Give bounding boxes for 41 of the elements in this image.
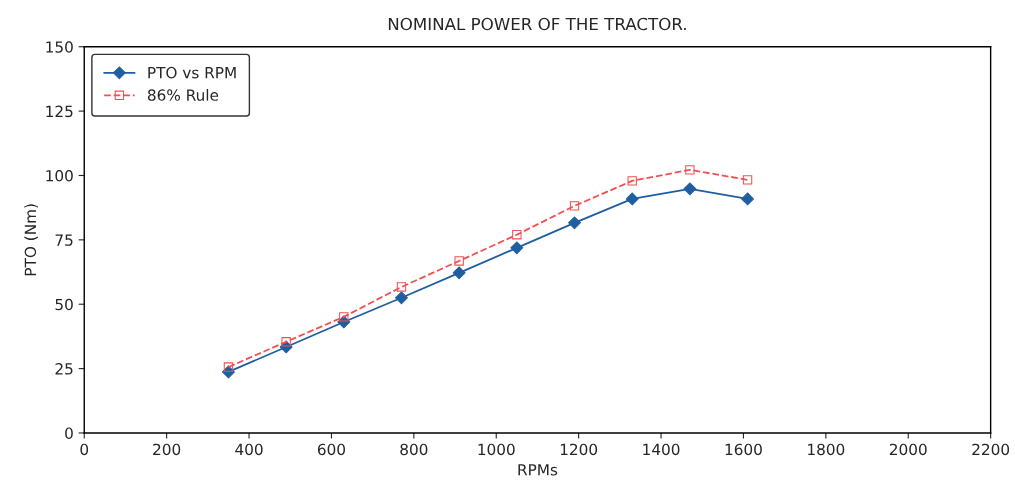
point xyxy=(396,282,407,292)
point xyxy=(512,230,522,240)
x-tick-label: 400 xyxy=(235,443,263,456)
x-tick-label: 2000 xyxy=(889,443,927,456)
point xyxy=(281,337,291,347)
point xyxy=(741,192,754,206)
chart-title: NOMINAL POWER OF THE TRACTOR. xyxy=(388,17,686,31)
legend-label: PTO vs RPM xyxy=(148,66,236,79)
y-tick-label: 125 xyxy=(46,105,73,118)
x-tick-label: 2200 xyxy=(972,443,1010,456)
y-tick-label: 150 xyxy=(46,41,73,53)
x-tick-label: 0 xyxy=(80,443,89,456)
point xyxy=(569,201,580,211)
point xyxy=(454,256,464,266)
point xyxy=(683,182,697,196)
point xyxy=(395,291,408,305)
point xyxy=(452,266,466,280)
point xyxy=(625,192,639,206)
x-tick-label: 200 xyxy=(153,443,181,456)
legend-label: 86% Rule xyxy=(147,89,219,101)
point xyxy=(685,165,695,175)
y-tick-label: 100 xyxy=(46,169,73,182)
y-tick-label: 25 xyxy=(55,363,73,375)
y-tick-label: 50 xyxy=(55,298,73,311)
point xyxy=(223,362,234,372)
y-tick-label: 0 xyxy=(65,427,73,439)
y-axis-title: PTO (Nm) xyxy=(24,204,38,276)
point xyxy=(510,241,524,255)
x-axis-title: RPMs xyxy=(518,464,558,476)
x-tick-label: 600 xyxy=(317,443,346,456)
x-tick-label: 1200 xyxy=(560,443,598,456)
point xyxy=(339,312,349,322)
x-tick-label: 1000 xyxy=(478,443,515,456)
point xyxy=(568,216,581,230)
x-tick-label: 1400 xyxy=(643,443,680,456)
x-tick-label: 800 xyxy=(400,443,428,456)
x-tick-label: 1600 xyxy=(725,443,762,456)
y-tick-label: 75 xyxy=(55,234,73,246)
x-tick-label: 1800 xyxy=(808,443,845,456)
point xyxy=(627,176,637,186)
point xyxy=(742,175,753,185)
